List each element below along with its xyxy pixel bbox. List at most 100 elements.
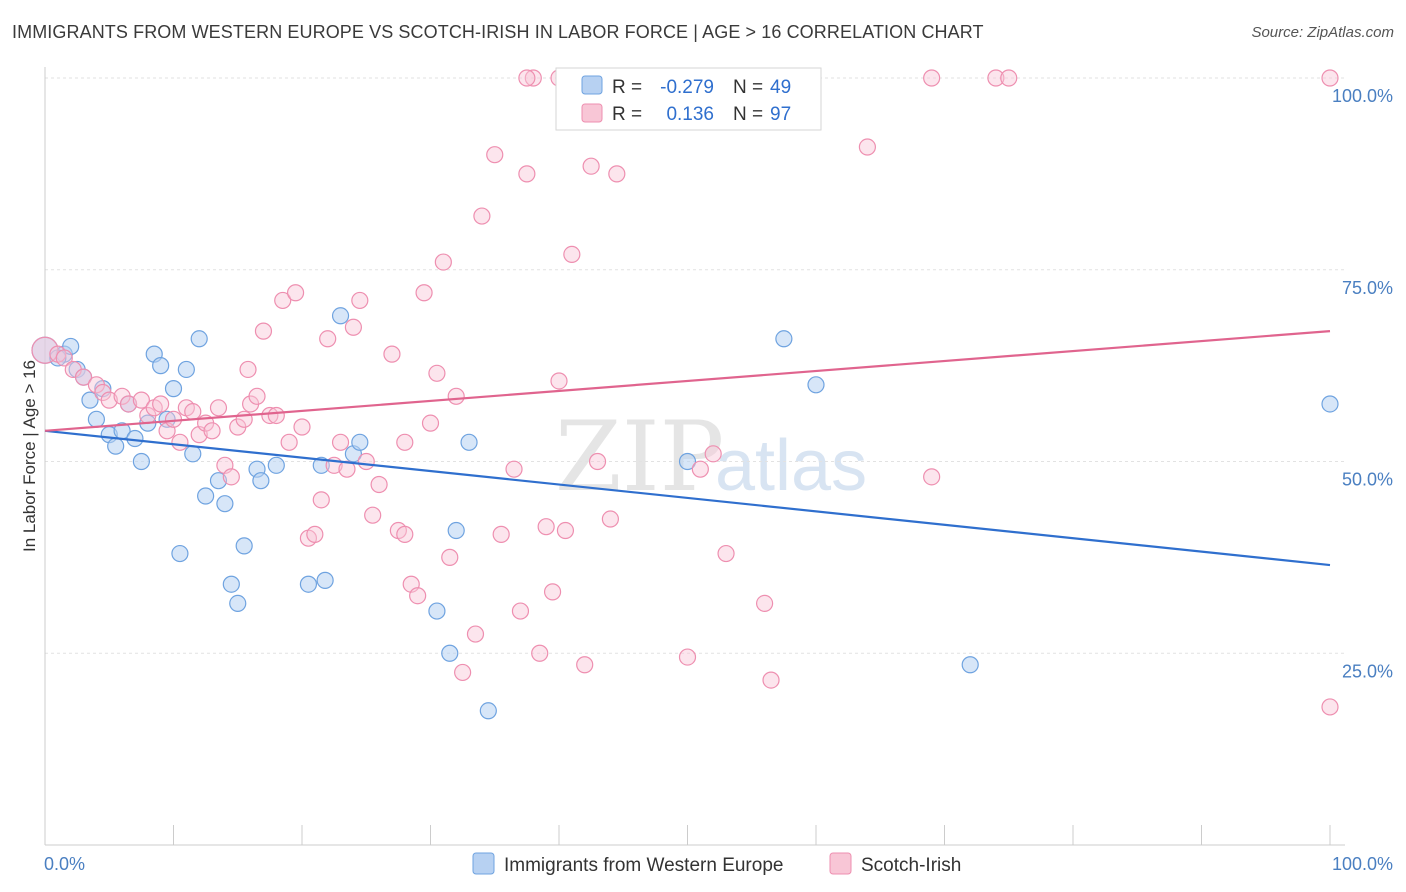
point-western-europe-32 [299,575,318,593]
point-scotch-irish-65 [505,460,523,478]
point-scotch-irish-68 [531,644,549,662]
point-scotch-irish-67 [518,165,536,183]
x-tick-label-max: 100.0% [1332,854,1393,874]
point-western-europe-37 [351,433,369,451]
point-western-europe-18 [164,380,183,398]
y-axis-label: In Labor Force | Age > 16 [20,360,39,552]
point-scotch-irish-87 [1321,698,1339,716]
point-scotch-irish-57 [434,253,452,271]
point-scotch-irish-53 [409,587,427,605]
point-scotch-irish-63 [486,146,504,164]
point-scotch-irish-47 [364,506,382,524]
point-western-europe-38 [428,602,446,620]
point-scotch-irish-21 [203,422,221,440]
point-scotch-irish-49 [383,345,401,363]
point-scotch-irish-0 [31,336,59,364]
y-tick-label-75: 75.0% [1342,278,1393,298]
point-scotch-irish-22 [209,399,228,417]
bottom-legend-swatch-pink [829,852,852,875]
point-western-europe-19 [171,544,189,563]
point-western-europe-31 [267,456,285,474]
legend-r-label-pink: R = [612,104,642,125]
bottom-legend-label-pink: Scotch-Irish [861,855,961,876]
axes [44,67,1345,846]
point-scotch-irish-80 [691,460,709,478]
point-scotch-irish-84 [762,671,780,689]
point-scotch-irish-39 [312,491,330,509]
point-scotch-irish-92 [923,69,941,87]
point-western-europe-40 [447,521,465,540]
point-western-europe-30 [252,472,270,490]
point-scotch-irish-58 [441,548,459,566]
watermark: ZIP atlas [555,401,867,513]
point-scotch-irish-81 [704,445,722,463]
point-scotch-irish-55 [421,414,440,432]
legend-r-value-blue: -0.279 [660,77,714,98]
series-scotch-irish [31,69,1339,716]
bottom-legend-swatch-blue [472,852,495,875]
point-western-europe-39 [441,644,459,662]
point-scotch-irish-9 [119,395,138,413]
chart-title: IMMIGRANTS FROM WESTERN EUROPE VS SCOTCH… [12,22,984,42]
legend-r-value-pink: 0.136 [666,104,714,125]
point-scotch-irish-86 [923,468,941,486]
point-western-europe-23 [197,487,215,505]
point-western-europe-41 [460,433,478,451]
point-western-europe-22 [190,330,208,348]
point-scotch-irish-69 [537,518,555,536]
point-western-europe-28 [235,537,253,555]
point-scotch-irish-75 [582,157,600,175]
point-scotch-irish-48 [370,475,388,494]
point-scotch-irish-33 [274,291,292,310]
bottom-legend: Immigrants from Western Europe Scotch-Ir… [472,852,961,876]
point-scotch-irish-79 [678,648,697,666]
point-scotch-irish-60 [454,663,472,682]
point-scotch-irish-31 [261,406,279,425]
point-western-europe-45 [807,376,825,394]
point-western-europe-20 [177,360,195,379]
point-western-europe-35 [331,307,350,325]
legend-n-label-pink: N = [733,104,763,125]
point-scotch-irish-76 [588,452,607,471]
legend-swatch-pink [581,103,603,123]
point-scotch-irish-24 [222,468,240,486]
legend-n-label-blue: N = [733,77,763,98]
point-scotch-irish-34 [280,433,298,451]
point-scotch-irish-13 [152,395,170,413]
point-scotch-irish-93 [987,69,1005,87]
point-scotch-irish-62 [473,207,491,225]
point-western-europe-13 [132,452,150,471]
point-scotch-irish-72 [556,521,575,540]
point-scotch-irish-77 [601,510,620,528]
point-scotch-irish-88 [524,69,542,87]
point-scotch-irish-56 [428,364,446,382]
point-scotch-irish-96 [396,433,414,451]
point-scotch-irish-90 [518,69,536,87]
point-scotch-irish-70 [543,583,562,601]
point-scotch-irish-30 [254,322,273,340]
legend-n-value-blue: 49 [770,77,791,98]
legend-swatch-blue [581,75,603,95]
y-tick-labels: 25.0% 50.0% 75.0% 100.0% [1332,86,1393,681]
point-western-europe-42 [479,702,497,720]
x-ticks [44,825,1331,845]
point-scotch-irish-95 [1321,69,1339,87]
point-scotch-irish-42 [331,433,350,451]
trendline-scotch-irish [44,330,1331,432]
point-scotch-irish-29 [248,387,266,405]
point-western-europe-46 [961,656,979,674]
point-scotch-irish-45 [351,291,369,310]
point-scotch-irish-38 [306,525,324,543]
point-scotch-irish-35 [286,284,305,302]
point-western-europe-12 [126,429,144,448]
point-scotch-irish-51 [396,525,414,543]
trendline-western-europe [44,429,1331,567]
point-scotch-irish-94 [1000,69,1018,87]
y-tick-label-25: 25.0% [1342,661,1393,681]
y-tick-label-100: 100.0% [1332,86,1393,106]
point-scotch-irish-73 [563,245,581,264]
point-scotch-irish-10 [132,391,150,409]
point-scotch-irish-32 [267,406,285,425]
legend-r-label-blue: R = [612,77,642,98]
point-scotch-irish-85 [858,138,877,156]
